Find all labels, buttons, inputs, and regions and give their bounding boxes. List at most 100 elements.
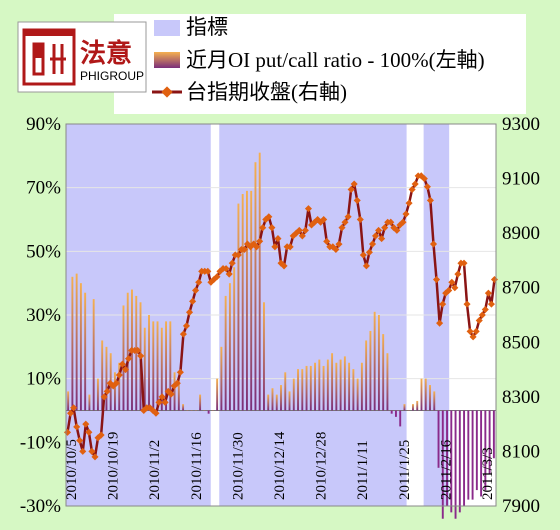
oi-ratio-bar-19 (148, 315, 150, 411)
taiex-point-113 (408, 185, 416, 194)
taiex-point-11 (97, 431, 105, 439)
oi-ratio-bar-57 (309, 365, 312, 411)
oi-ratio-bar-1 (71, 276, 74, 411)
oi-ratio-bar-98 (484, 410, 487, 491)
legend-label-indicator: 指標 (186, 15, 228, 39)
oi-ratio-bar-64 (339, 359, 342, 411)
oi-ratio-bar-38 (228, 283, 231, 411)
oi-ratio-bar-18 (143, 327, 146, 411)
taiex-point-49 (213, 273, 221, 281)
left-tick-label: -10% (20, 432, 61, 453)
right-axis: 9300 9100 8900 8700 8500 8300 8100 7900 (502, 114, 540, 517)
oi-ratio-bar-31 (199, 394, 202, 411)
oi-ratio-bar-8 (101, 340, 104, 411)
oi-ratio-bar-45 (258, 152, 261, 411)
oi-ratio-bar-5 (88, 394, 91, 411)
taiex-point-110 (399, 218, 407, 226)
oi-ratio-bar-33 (207, 410, 210, 414)
oi-ratio-bar-49 (275, 394, 278, 411)
taiex-point-37 (176, 368, 184, 376)
taiex-point-46 (204, 267, 212, 275)
oi-ratio-bar-63 (335, 362, 338, 411)
oi-ratio-bar-100 (492, 410, 495, 459)
right-tick-label: 8100 (502, 441, 540, 462)
legend-label-taiex: 台指期收盤(右軸) (186, 80, 347, 104)
oi-ratio-bar-65 (343, 356, 346, 411)
oi-ratio-bar-0 (67, 391, 70, 411)
plot-frame (65, 123, 497, 507)
logo-mark-icon (22, 28, 76, 86)
oi-ratio-bar-97 (480, 410, 483, 497)
x-tick-label: 2011/1/25 (397, 440, 413, 500)
taiex-point-137 (481, 306, 489, 314)
x-tick-label: 2010/12/14 (272, 431, 288, 500)
taiex-point-119 (426, 196, 434, 204)
oi-ratio-bar-3 (79, 283, 82, 411)
right-tick-label: 8900 (502, 223, 540, 244)
oi-ratio-bar-86 (433, 391, 436, 411)
taiex-point-133 (469, 333, 477, 341)
taiex-point-95 (353, 196, 361, 204)
oi-ratio-bar-37 (224, 295, 227, 411)
logo-text-cn: 法意 (80, 38, 132, 69)
oi-ratio-bar-75 (386, 353, 389, 411)
oi-ratio-bar-51 (284, 372, 287, 411)
oi-ratio-bar-35 (216, 378, 219, 411)
left-tick-label: 50% (26, 241, 61, 262)
oi-ratio-bar-42 (245, 190, 248, 411)
taiex-point-77 (298, 232, 306, 240)
oi-ratio-bar-94 (467, 410, 470, 500)
legend-label-oi-ratio: 近月OI put/call ratio - 100%(左軸) (186, 48, 485, 72)
oi-ratio-bar-59 (318, 359, 321, 411)
left-tick-label: 70% (26, 178, 61, 199)
x-tick-label: 2010/11/16 (189, 432, 205, 500)
taiex-point-12 (100, 393, 108, 401)
taiex-point-52 (222, 265, 230, 273)
oi-ratio-bar-92 (458, 410, 461, 513)
oi-ratio-bar-9 (105, 346, 108, 411)
oi-ratio-bar-22 (160, 327, 163, 411)
taiex-point-98 (362, 262, 370, 270)
oi-ratio-bar-82 (416, 400, 419, 411)
taiex-point-96 (356, 215, 364, 224)
taiex-point-127 (451, 284, 459, 292)
taiex-point-122 (436, 319, 444, 327)
oi-ratio-bar-14 (126, 292, 129, 411)
oi-ratio-bar-95 (471, 410, 474, 500)
right-tick-label: 7900 (502, 496, 540, 517)
oi-ratio-bar-29 (190, 410, 193, 411)
oi-ratio-bar-88 (441, 410, 444, 519)
left-axis: 90% 70% 50% 30% 10% -10% -30% (20, 114, 61, 517)
taiex-point-132 (466, 327, 474, 335)
oi-ratio-bar-26 (177, 378, 180, 411)
right-tick-label: 8500 (502, 332, 540, 353)
left-tick-label: 30% (26, 305, 61, 326)
taiex-point-32 (161, 398, 169, 406)
oi-ratio-bar-50 (280, 385, 282, 411)
oi-ratio-bar-24 (169, 321, 172, 411)
oi-ratio-bar-58 (314, 362, 317, 411)
legend: 指標 近月OI put/call ratio - 100%(左軸) 台指期收盤(… (114, 14, 526, 114)
taiex-point-121 (432, 276, 441, 284)
taiex-point-19 (121, 366, 130, 374)
taiex-point-79 (304, 205, 312, 213)
oi-ratio-bar-27 (182, 404, 185, 411)
taiex-point-114 (411, 180, 419, 188)
oi-ratio-bar-54 (297, 369, 299, 411)
oi-ratio-bar-78 (399, 410, 402, 427)
taiex-point-3 (73, 423, 81, 431)
oi-ratio-bar-36 (220, 346, 223, 411)
oi-ratio-bar-66 (348, 362, 351, 411)
oi-ratio-bar-71 (369, 330, 372, 411)
oi-ratio-bar-16 (135, 295, 138, 411)
oi-ratio-bar-47 (267, 394, 270, 411)
oi-ratio-bar-81 (412, 404, 414, 411)
taiex-point-64 (259, 224, 267, 232)
oi-ratio-bar-79 (403, 404, 406, 411)
taiex-point-97 (359, 251, 367, 259)
right-tick-label: 8300 (502, 387, 540, 408)
oi-ratio-bar-99 (488, 410, 491, 475)
taiex-point-38 (179, 330, 187, 338)
taiex-point-128 (454, 270, 462, 278)
